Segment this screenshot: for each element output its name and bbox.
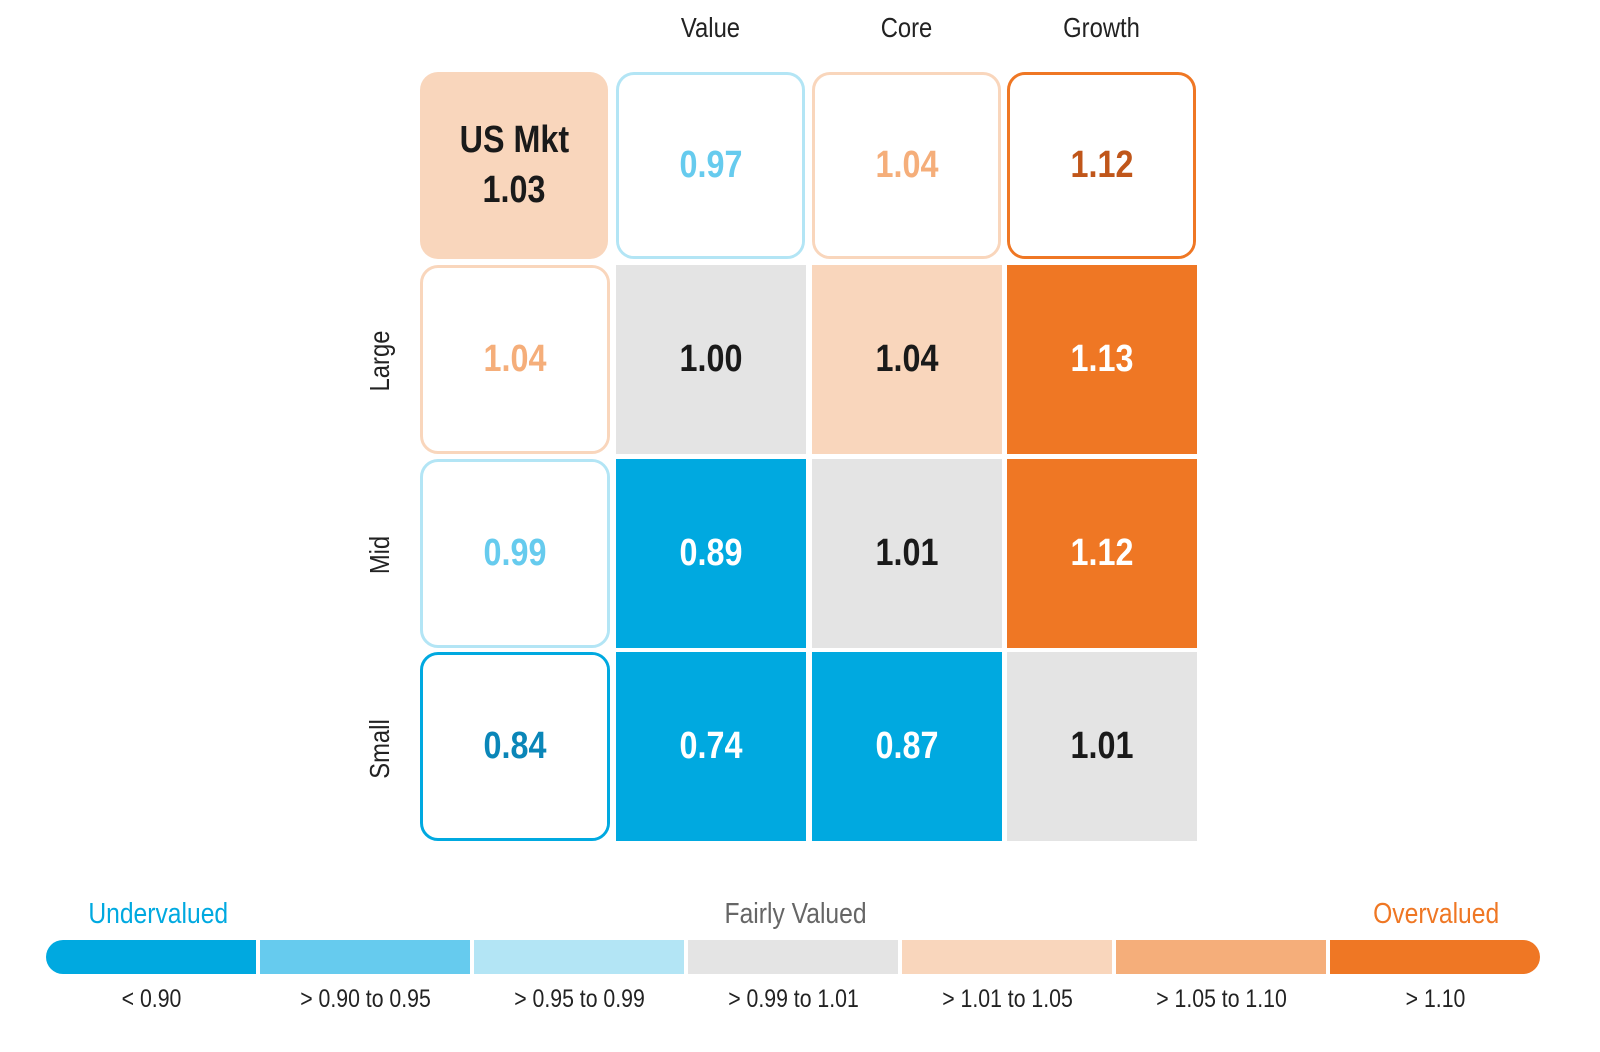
column-total-value: 0.97: [616, 72, 805, 259]
cell-small-value-value: 0.74: [679, 725, 743, 767]
legend-swatch-1: [260, 940, 470, 974]
cell-large-growth-value: 1.13: [1070, 338, 1134, 380]
row-total-mid: 0.99: [420, 459, 610, 648]
row-total-large: 1.04: [420, 265, 610, 454]
legend-swatch-4: [902, 940, 1112, 974]
column-total-core: 1.04: [812, 72, 1001, 259]
column-total-value-value: 0.97: [679, 144, 742, 186]
row-total-large-value: 1.04: [483, 338, 547, 380]
column-total-core-value: 1.04: [875, 144, 938, 186]
cell-large-core-value: 1.04: [875, 338, 939, 380]
cell-small-growth-value: 1.01: [1070, 725, 1134, 767]
legend-label-1: > 0.90 to 0.95: [300, 985, 431, 1013]
column-header-growth: Growth: [1063, 12, 1140, 43]
cell-mid-core-value: 1.01: [875, 532, 939, 574]
legend-label-0: < 0.90: [121, 985, 182, 1013]
legend-swatch-3: [688, 940, 898, 974]
row-total-small: 0.84: [420, 652, 610, 841]
legend-label-6: > 1.10: [1405, 985, 1466, 1013]
column-total-growth-value: 1.12: [1070, 144, 1133, 186]
us-market-value: 1.03: [482, 168, 546, 211]
cell-small-core-value: 0.87: [875, 725, 939, 767]
legend-label-4: > 1.01 to 1.05: [942, 985, 1073, 1013]
cell-mid-growth-value: 1.12: [1070, 532, 1134, 574]
legend-label-2: > 0.95 to 0.99: [514, 985, 645, 1013]
us-market-cell: US Mkt 1.03: [420, 72, 608, 259]
column-header-value: Value: [680, 12, 741, 43]
legend-swatch-5: [1116, 940, 1326, 974]
cell-mid-core: 1.01: [812, 459, 1002, 648]
cell-small-core: 0.87: [812, 652, 1002, 841]
row-header-mid: Mid: [364, 535, 395, 575]
legend-overvalued: Overvalued: [1373, 898, 1500, 930]
row-header-small: Small: [364, 719, 395, 779]
cell-large-core: 1.04: [812, 265, 1002, 454]
legend-label-5: > 1.05 to 1.10: [1156, 985, 1287, 1013]
us-market-label: US Mkt: [459, 119, 569, 162]
row-total-mid-value: 0.99: [483, 532, 547, 574]
legend-swatch-6: [1330, 940, 1540, 974]
legend-fairly-valued: Fairly Valued: [724, 898, 867, 930]
cell-mid-value: 0.89: [616, 459, 806, 648]
legend-label-3: > 0.99 to 1.01: [728, 985, 859, 1013]
legend-swatch-0: [46, 940, 256, 974]
cell-large-growth: 1.13: [1007, 265, 1197, 454]
row-header-large: Large: [364, 330, 395, 392]
cell-mid-value-value: 0.89: [679, 532, 743, 574]
column-header-core: Core: [880, 12, 933, 43]
cell-small-value: 0.74: [616, 652, 806, 841]
legend-swatch-2: [474, 940, 684, 974]
cell-small-growth: 1.01: [1007, 652, 1197, 841]
cell-mid-growth: 1.12: [1007, 459, 1197, 648]
row-total-small-value: 0.84: [483, 725, 547, 767]
column-total-growth: 1.12: [1007, 72, 1196, 259]
legend-undervalued: Undervalued: [88, 898, 229, 930]
cell-large-value-value: 1.00: [679, 338, 743, 380]
cell-large-value: 1.00: [616, 265, 806, 454]
